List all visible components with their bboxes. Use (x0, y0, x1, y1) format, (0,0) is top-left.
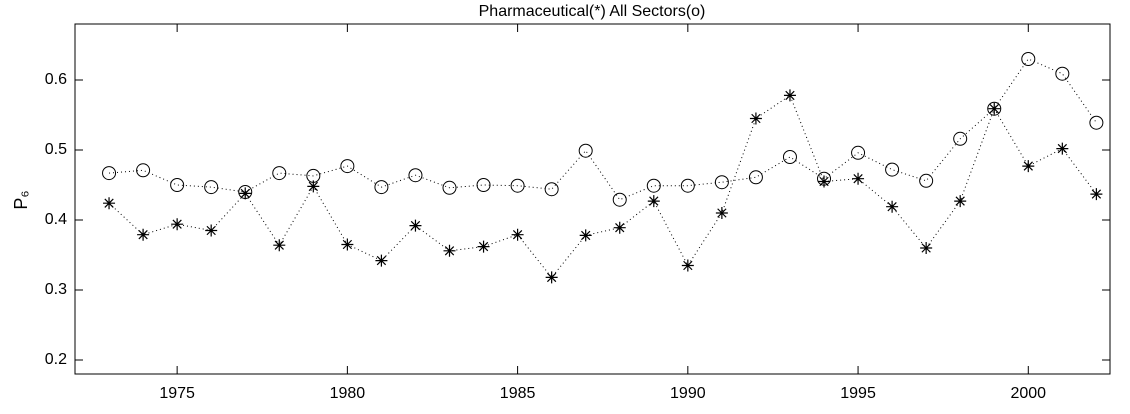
star-marker (852, 172, 865, 185)
y-tick-label: 0.6 (45, 71, 67, 88)
circle-marker (340, 159, 355, 174)
circle-marker (885, 162, 900, 177)
circle-marker (578, 143, 593, 158)
star-marker (1022, 160, 1035, 173)
star-marker (273, 239, 286, 252)
circle-marker (306, 168, 321, 183)
y-tick-label: 0.2 (45, 351, 67, 368)
x-tick-label: 2000 (1010, 385, 1046, 402)
star-marker (886, 200, 899, 213)
star-marker (954, 195, 967, 208)
star-marker (409, 219, 422, 232)
circle-marker (1055, 66, 1070, 81)
star-marker (579, 229, 592, 242)
circle-marker (782, 150, 797, 164)
circle-marker (408, 168, 423, 183)
star-marker (1056, 142, 1069, 155)
circle-marker (987, 101, 1002, 116)
x-tick-label: 1985 (500, 385, 536, 402)
chart-title: Pharmaceutical(*) All Sectors(o) (479, 3, 706, 20)
star-marker (783, 89, 796, 102)
star-marker (307, 180, 320, 193)
circle-marker (136, 163, 151, 178)
star-marker (171, 218, 184, 231)
x-tick-label: 1980 (330, 385, 366, 402)
star-marker (613, 221, 626, 234)
circle-marker (476, 178, 491, 192)
circle-marker (1089, 115, 1104, 130)
circle-marker (646, 178, 661, 193)
plot-frame (74, 23, 1111, 375)
circle-marker (680, 178, 695, 193)
y-tick-label: 0.3 (45, 281, 67, 298)
star-marker (375, 254, 388, 267)
circle-marker (817, 171, 832, 186)
x-tick-label: 1990 (670, 385, 706, 402)
circle-marker (953, 131, 968, 146)
x-tick-label: 1975 (159, 385, 195, 402)
circle-marker (510, 178, 525, 193)
y-tick-label: 0.5 (45, 141, 67, 158)
star-marker (341, 238, 354, 251)
circle-marker (170, 178, 185, 192)
star-marker (681, 259, 694, 272)
star-marker (511, 228, 524, 241)
star-marker (205, 224, 218, 237)
circle-marker (851, 145, 866, 160)
star-marker (647, 195, 660, 208)
star-marker (749, 112, 762, 125)
circle-marker (748, 170, 763, 185)
star-marker (443, 244, 456, 257)
circle-marker (1021, 52, 1036, 66)
circle-marker (238, 185, 253, 199)
star-marker (988, 102, 1001, 115)
star-marker (715, 207, 728, 219)
x-tick-label: 1995 (840, 385, 876, 402)
y-axis-label: P₆ (11, 190, 31, 209)
star-marker (239, 187, 252, 200)
star-marker (137, 228, 150, 241)
y-tick-label: 0.4 (45, 211, 67, 228)
star-marker (1090, 188, 1103, 201)
star-marker (920, 242, 933, 254)
circle-marker (714, 175, 729, 190)
circle-marker (442, 180, 457, 195)
circle-marker (374, 180, 389, 195)
circle-marker (612, 192, 627, 207)
star-marker (103, 197, 116, 210)
circle-marker (544, 182, 559, 197)
circle-marker (272, 166, 287, 181)
circle-marker (204, 180, 219, 195)
star-marker (818, 175, 831, 188)
star-marker (545, 271, 558, 284)
star-marker (477, 240, 490, 253)
circle-marker (102, 166, 117, 181)
circle-marker (919, 173, 934, 188)
